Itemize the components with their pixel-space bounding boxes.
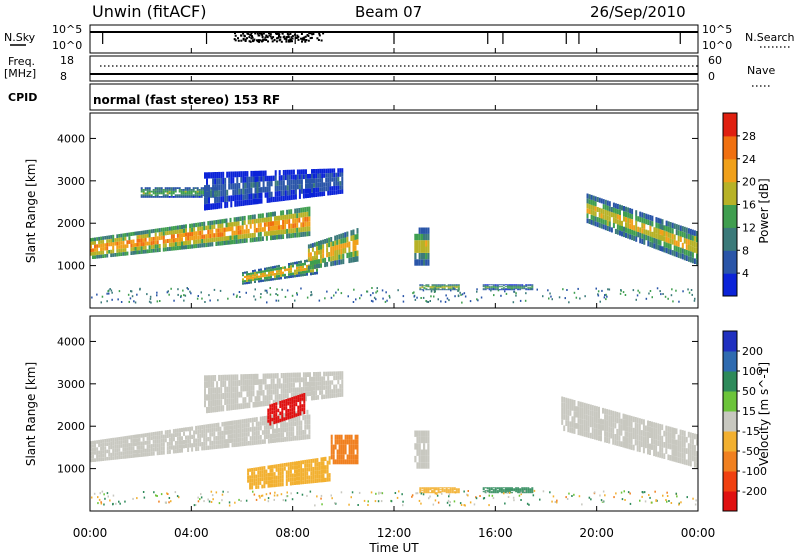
power-region-2 bbox=[204, 168, 344, 211]
power-colorbar-tick-2: 12 bbox=[742, 221, 756, 234]
cpid-strip: CPID normal (fast stereo) 153 RF bbox=[8, 83, 699, 111]
power-swatch-0 bbox=[723, 273, 737, 297]
power-region-8 bbox=[586, 193, 698, 265]
velocity-ytick-label-0: 1000 bbox=[57, 463, 85, 476]
power-colorbar-tick-4: 20 bbox=[742, 176, 756, 189]
velocity-colorbar-tick-4: -15 bbox=[742, 425, 760, 438]
xtick-label-0: 00:00 bbox=[73, 526, 108, 540]
velocity-panel: 1000 2000 3000 4000 Slant Range [km] bbox=[24, 315, 699, 512]
power-swatch-5 bbox=[723, 158, 737, 183]
nsky-trace bbox=[90, 31, 698, 44]
velocity-swatch-4 bbox=[723, 411, 737, 432]
power-swatch-3 bbox=[723, 204, 737, 228]
velocity-swatch-7 bbox=[723, 351, 737, 372]
xtick-label-6: 00:00 bbox=[681, 526, 716, 540]
freq-lo-label: 8 bbox=[60, 70, 67, 83]
power-ytick-label-1: 2000 bbox=[57, 217, 85, 230]
velocity-swatch-6 bbox=[723, 371, 737, 392]
velocity-colorbar-label: Velocity [m s^-1] bbox=[757, 362, 771, 466]
velocity-colorbar-tick-0: 200 bbox=[742, 345, 763, 358]
nave-lo-label: 0 bbox=[708, 70, 715, 83]
power-colorbar-tick-6: 28 bbox=[742, 130, 756, 143]
velocity-region-4 bbox=[330, 434, 359, 465]
power-colorbar: 4 8 12 16 20 24 28 bbox=[722, 112, 756, 297]
power-swatch-2 bbox=[723, 227, 737, 251]
velocity-swatch-0 bbox=[723, 491, 737, 512]
velocity-swatch-5 bbox=[723, 391, 737, 412]
xtick-label-2: 08:00 bbox=[275, 526, 310, 540]
nsearch-hi-label: 10^5 bbox=[702, 23, 732, 36]
station-title: Unwin (fitACF) bbox=[92, 2, 206, 21]
x-axis-label: Time UT bbox=[368, 541, 419, 554]
power-colorbar-tick-1: 8 bbox=[742, 244, 749, 257]
velocity-y-ticks: 1000 2000 3000 4000 bbox=[57, 335, 698, 476]
velocity-colorbar: 200 100 50 15 -15 -50 -100 -200 bbox=[722, 330, 767, 512]
beam-title: Beam 07 bbox=[355, 3, 422, 21]
nsearch-lo-label: 10^0 bbox=[702, 39, 732, 52]
velocity-colorbar-tick-2: 50 bbox=[742, 385, 756, 398]
power-swatch-1 bbox=[723, 250, 737, 274]
power-colorbar-tick-3: 16 bbox=[742, 199, 756, 212]
power-swatch-4 bbox=[723, 181, 737, 205]
time-x-ticks: 00:00 04:00 08:00 12:00 16:00 20:00 00:00 bbox=[73, 48, 716, 540]
velocity-colorbar-tick-1: 100 bbox=[742, 365, 763, 378]
velocity-swatch-3 bbox=[723, 431, 737, 452]
nsearch-label: N.Search bbox=[745, 31, 795, 44]
xtick-label-5: 20:00 bbox=[579, 526, 614, 540]
cpid-text: normal (fast stereo) 153 RF bbox=[93, 93, 280, 107]
velocity-ground-speckle bbox=[91, 489, 697, 507]
velocity-ytick-label-3: 4000 bbox=[57, 335, 85, 348]
power-heatmap bbox=[90, 168, 698, 304]
velocity-region-8 bbox=[561, 396, 698, 469]
freq-strip: Freq. [MHz] 18 8 60 0 Nave bbox=[4, 54, 775, 87]
velocity-swatch-8 bbox=[723, 331, 737, 352]
velocity-colorbar-tick-3: 15 bbox=[742, 405, 756, 418]
cpid-label: CPID bbox=[8, 91, 37, 104]
xtick-label-4: 16:00 bbox=[478, 526, 513, 540]
velocity-swatch-1 bbox=[723, 471, 737, 492]
xtick-label-1: 04:00 bbox=[174, 526, 209, 540]
nsky-label: N.Sky bbox=[4, 31, 36, 44]
power-ground-speckle bbox=[91, 287, 696, 304]
velocity-ytick-label-1: 2000 bbox=[57, 420, 85, 433]
power-swatch-6 bbox=[723, 135, 737, 160]
power-ytick-label-3: 4000 bbox=[57, 132, 85, 145]
power-region-4 bbox=[307, 228, 359, 270]
velocity-region-2 bbox=[267, 393, 306, 426]
nave-hi-label: 60 bbox=[708, 54, 722, 67]
power-colorbar-tick-0: 4 bbox=[742, 267, 749, 280]
power-panel: 1000 2000 3000 4000 Slant Range [km] bbox=[24, 112, 699, 309]
velocity-y-axis-label: Slant Range [km] bbox=[24, 362, 38, 466]
nsky-lo-label: 10^0 bbox=[52, 39, 82, 52]
power-region-5 bbox=[414, 227, 430, 266]
power-y-ticks: 1000 2000 3000 4000 bbox=[57, 132, 698, 273]
power-colorbar-label: Power [dB] bbox=[757, 178, 771, 243]
freq-hi-label: 18 bbox=[60, 54, 74, 67]
velocity-colorbar-tick-6: -100 bbox=[742, 465, 767, 478]
velocity-region-6 bbox=[419, 487, 460, 494]
velocity-colorbar-tick-5: -50 bbox=[742, 445, 760, 458]
date-title: 26/Sep/2010 bbox=[590, 3, 686, 21]
power-swatch-7 bbox=[723, 113, 737, 137]
power-colorbar-tick-5: 24 bbox=[742, 153, 756, 166]
velocity-ytick-label-2: 3000 bbox=[57, 378, 85, 391]
velocity-region-3 bbox=[247, 456, 331, 490]
power-ytick-label-2: 3000 bbox=[57, 175, 85, 188]
power-ytick-label-0: 1000 bbox=[57, 260, 85, 273]
velocity-region-5 bbox=[414, 430, 430, 469]
power-y-axis-label: Slant Range [km] bbox=[24, 159, 38, 263]
power-region-0 bbox=[90, 206, 311, 259]
velocity-region-7 bbox=[482, 487, 534, 494]
xtick-label-3: 12:00 bbox=[377, 526, 412, 540]
velocity-heatmap bbox=[90, 371, 698, 507]
velocity-swatch-2 bbox=[723, 451, 737, 472]
freq-unit: [MHz] bbox=[4, 67, 36, 80]
nsky-hi-label: 10^5 bbox=[52, 23, 82, 36]
nave-label: Nave bbox=[747, 64, 775, 77]
freq-label: Freq. bbox=[8, 55, 35, 68]
nsky-strip: N.Sky 10^5 10^0 10^5 10^0 N.Search bbox=[4, 23, 795, 54]
velocity-colorbar-tick-7: -200 bbox=[742, 485, 767, 498]
